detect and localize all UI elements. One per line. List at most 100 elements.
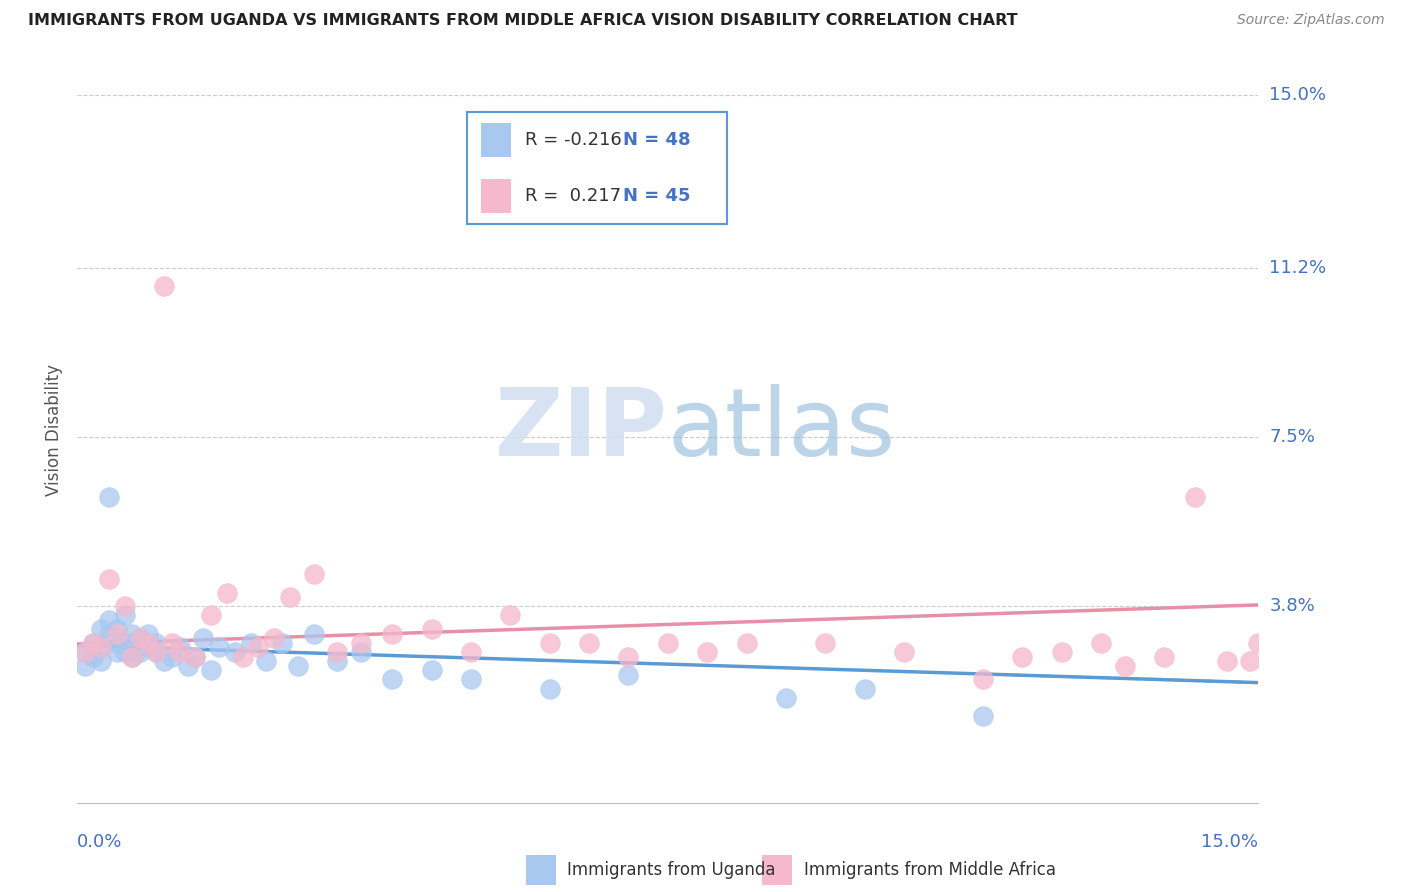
Y-axis label: Vision Disability: Vision Disability: [45, 365, 63, 496]
Point: [75, 645, 97, 659]
Point: [735, 636, 758, 650]
Text: ZIP: ZIP: [495, 384, 668, 476]
Point: [420, 663, 443, 677]
Point: [617, 649, 640, 664]
Point: [75, 645, 97, 659]
Text: 15.0%: 15.0%: [1201, 833, 1258, 851]
Point: [82, 636, 104, 650]
Point: [82, 649, 104, 664]
Point: [271, 636, 294, 650]
Point: [247, 640, 270, 655]
Point: [1090, 636, 1112, 650]
Point: [114, 636, 136, 650]
Point: [114, 599, 136, 614]
Point: [114, 645, 136, 659]
Point: [200, 608, 222, 623]
Point: [97, 490, 120, 504]
FancyBboxPatch shape: [762, 855, 792, 885]
Point: [326, 654, 349, 668]
Point: [1153, 649, 1175, 664]
Text: R = -0.216: R = -0.216: [524, 131, 621, 149]
Point: [90, 654, 112, 668]
FancyBboxPatch shape: [481, 123, 510, 157]
Point: [153, 654, 176, 668]
Point: [90, 640, 112, 655]
Point: [1216, 654, 1239, 668]
Point: [129, 645, 152, 659]
Point: [200, 663, 222, 677]
Point: [460, 673, 482, 687]
Point: [184, 649, 207, 664]
Point: [145, 645, 167, 659]
Point: [278, 590, 301, 604]
Point: [972, 709, 994, 723]
Point: [287, 658, 309, 673]
Point: [105, 645, 128, 659]
Point: [254, 654, 277, 668]
Point: [129, 632, 152, 646]
Point: [97, 626, 120, 640]
Point: [145, 645, 167, 659]
Point: [224, 645, 246, 659]
Text: Immigrants from Uganda: Immigrants from Uganda: [568, 861, 776, 879]
Point: [657, 636, 679, 650]
Point: [350, 636, 373, 650]
FancyBboxPatch shape: [481, 179, 510, 212]
Text: Source: ZipAtlas.com: Source: ZipAtlas.com: [1237, 13, 1385, 28]
Point: [893, 645, 915, 659]
Point: [775, 690, 797, 705]
Text: 0.0%: 0.0%: [77, 833, 122, 851]
Point: [145, 636, 167, 650]
Point: [184, 649, 207, 664]
Text: 11.2%: 11.2%: [1270, 260, 1327, 277]
Point: [302, 567, 325, 582]
Point: [160, 636, 183, 650]
Point: [381, 673, 404, 687]
FancyBboxPatch shape: [481, 123, 510, 157]
Point: [1114, 658, 1136, 673]
Text: 3.8%: 3.8%: [1270, 598, 1315, 615]
Point: [136, 636, 159, 650]
Point: [696, 645, 718, 659]
Point: [97, 572, 120, 586]
Point: [853, 681, 876, 696]
Text: N = 45: N = 45: [623, 186, 690, 205]
Point: [215, 585, 238, 599]
Point: [617, 668, 640, 682]
Point: [381, 626, 404, 640]
Text: N = 48: N = 48: [623, 131, 690, 149]
Point: [121, 649, 143, 664]
Point: [121, 626, 143, 640]
Point: [1184, 490, 1206, 504]
FancyBboxPatch shape: [467, 112, 727, 224]
Point: [232, 649, 254, 664]
Point: [105, 626, 128, 640]
Point: [105, 636, 128, 650]
Point: [1011, 649, 1033, 664]
Point: [460, 645, 482, 659]
Point: [169, 645, 191, 659]
Point: [75, 658, 97, 673]
Point: [814, 636, 837, 650]
Point: [90, 640, 112, 655]
Point: [90, 622, 112, 636]
FancyBboxPatch shape: [481, 179, 510, 212]
Point: [136, 626, 159, 640]
Text: IMMIGRANTS FROM UGANDA VS IMMIGRANTS FROM MIDDLE AFRICA VISION DISABILITY CORREL: IMMIGRANTS FROM UGANDA VS IMMIGRANTS FRO…: [28, 13, 1018, 29]
Point: [538, 636, 561, 650]
Point: [1239, 654, 1261, 668]
Point: [121, 649, 143, 664]
Point: [972, 673, 994, 687]
Text: Immigrants from Middle Africa: Immigrants from Middle Africa: [804, 861, 1056, 879]
Text: R =  0.217: R = 0.217: [524, 186, 621, 205]
Point: [153, 279, 176, 293]
Point: [97, 613, 120, 627]
Point: [176, 658, 198, 673]
Point: [302, 626, 325, 640]
Point: [160, 649, 183, 664]
Text: 7.5%: 7.5%: [1270, 428, 1316, 446]
Text: atlas: atlas: [668, 384, 896, 476]
Point: [82, 636, 104, 650]
Point: [263, 632, 285, 646]
Point: [105, 622, 128, 636]
